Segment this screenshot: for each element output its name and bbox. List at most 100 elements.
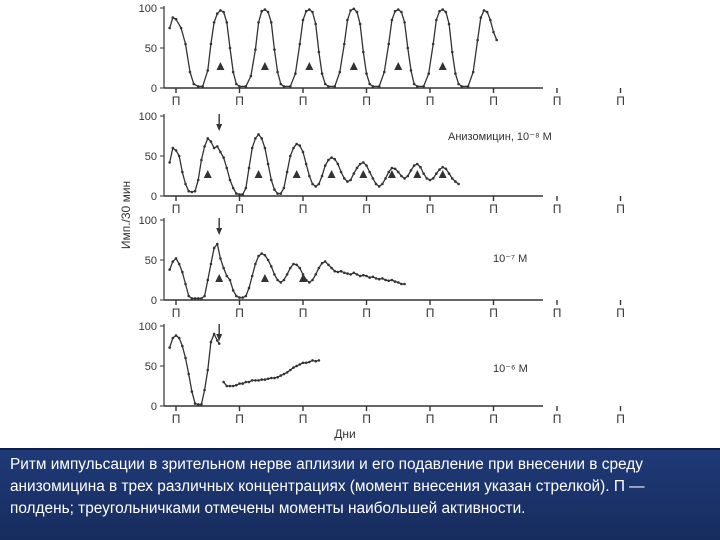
data-point bbox=[396, 170, 400, 174]
data-point bbox=[336, 270, 340, 274]
data-point bbox=[492, 30, 495, 34]
data-point bbox=[282, 278, 286, 282]
data-point bbox=[304, 162, 308, 166]
data-point bbox=[222, 266, 225, 270]
data-point bbox=[269, 376, 273, 380]
data-point bbox=[203, 388, 206, 392]
y-axis-label: Имп./30 мин bbox=[119, 181, 133, 249]
data-point bbox=[171, 146, 175, 150]
y-tick-label: 0 bbox=[151, 191, 157, 203]
data-point bbox=[244, 85, 248, 88]
data-point bbox=[377, 85, 381, 88]
data-point bbox=[171, 260, 175, 263]
data-point bbox=[393, 9, 397, 13]
data-point bbox=[171, 16, 175, 19]
data-point bbox=[346, 180, 349, 183]
peak-triangle-marker bbox=[260, 62, 269, 70]
data-point bbox=[495, 38, 498, 42]
x-tick-label: П bbox=[172, 202, 181, 216]
data-point bbox=[365, 274, 368, 278]
data-point bbox=[177, 336, 181, 340]
data-point bbox=[317, 50, 321, 54]
data-point bbox=[358, 22, 362, 26]
x-tick-label: П bbox=[299, 412, 308, 426]
data-point bbox=[273, 376, 276, 380]
data-point bbox=[416, 85, 419, 88]
data-point bbox=[269, 178, 273, 182]
data-point bbox=[241, 382, 244, 385]
data-point bbox=[187, 372, 190, 376]
data-point bbox=[257, 254, 260, 258]
data-point bbox=[206, 368, 210, 372]
peak-triangle-marker bbox=[349, 62, 358, 70]
data-point bbox=[298, 144, 302, 147]
data-point bbox=[412, 82, 416, 86]
series-line bbox=[169, 133, 459, 196]
chart-panel-4: 0 50 100 П П П П П П П П 10⁻⁶ М bbox=[139, 321, 625, 426]
x-tick-label: П bbox=[489, 412, 498, 426]
data-point bbox=[247, 380, 251, 384]
data-point bbox=[263, 378, 267, 381]
data-point bbox=[254, 137, 257, 140]
data-point bbox=[187, 189, 190, 193]
data-point bbox=[346, 272, 349, 275]
data-point bbox=[269, 265, 273, 268]
data-point bbox=[400, 10, 403, 14]
data-point bbox=[308, 360, 311, 364]
data-point bbox=[254, 379, 257, 382]
data-point bbox=[444, 10, 448, 14]
data-point bbox=[396, 281, 400, 284]
data-point bbox=[387, 42, 391, 46]
data-point bbox=[365, 72, 368, 75]
peak-triangle-marker bbox=[203, 170, 212, 178]
data-point bbox=[327, 263, 330, 267]
series-line bbox=[169, 242, 405, 300]
data-point bbox=[179, 26, 183, 30]
data-point bbox=[368, 276, 371, 279]
x-tick-label: П bbox=[235, 202, 244, 216]
data-point bbox=[273, 273, 276, 276]
data-point bbox=[181, 170, 184, 174]
data-point bbox=[387, 170, 391, 174]
addition-arrow-head bbox=[216, 334, 223, 341]
data-point bbox=[317, 359, 321, 362]
data-point bbox=[260, 252, 264, 255]
data-point bbox=[181, 270, 184, 274]
data-point bbox=[192, 82, 196, 86]
data-point bbox=[206, 69, 210, 72]
data-point bbox=[292, 146, 295, 150]
data-point bbox=[244, 186, 248, 190]
data-point bbox=[292, 262, 295, 266]
data-point bbox=[285, 170, 289, 174]
data-point bbox=[447, 22, 451, 26]
y-tick-label: 100 bbox=[139, 215, 157, 227]
x-tick-label: П bbox=[362, 306, 371, 320]
data-point bbox=[250, 274, 254, 278]
peak-triangle-marker bbox=[299, 274, 307, 282]
data-point bbox=[400, 174, 403, 178]
data-point bbox=[168, 268, 171, 271]
data-point bbox=[222, 380, 225, 384]
data-point bbox=[292, 366, 295, 369]
data-point bbox=[295, 142, 298, 146]
peak-triangle-marker bbox=[216, 62, 225, 70]
y-tick-label: 0 bbox=[151, 83, 157, 95]
data-point bbox=[371, 177, 375, 180]
data-point bbox=[235, 192, 238, 195]
x-tick-label: П bbox=[362, 94, 371, 108]
y-tick-label: 50 bbox=[145, 151, 157, 163]
data-point bbox=[184, 356, 187, 360]
data-point bbox=[171, 336, 175, 340]
series-label: 10⁻⁶ М bbox=[493, 363, 528, 375]
data-point bbox=[168, 346, 171, 349]
data-point bbox=[301, 150, 305, 154]
data-point bbox=[222, 10, 225, 14]
data-point bbox=[174, 257, 178, 260]
data-point bbox=[320, 72, 324, 75]
data-point bbox=[219, 150, 222, 154]
data-point bbox=[431, 42, 435, 46]
data-point bbox=[263, 146, 267, 150]
data-point bbox=[314, 22, 318, 26]
data-point bbox=[355, 273, 359, 276]
data-point bbox=[301, 18, 305, 22]
